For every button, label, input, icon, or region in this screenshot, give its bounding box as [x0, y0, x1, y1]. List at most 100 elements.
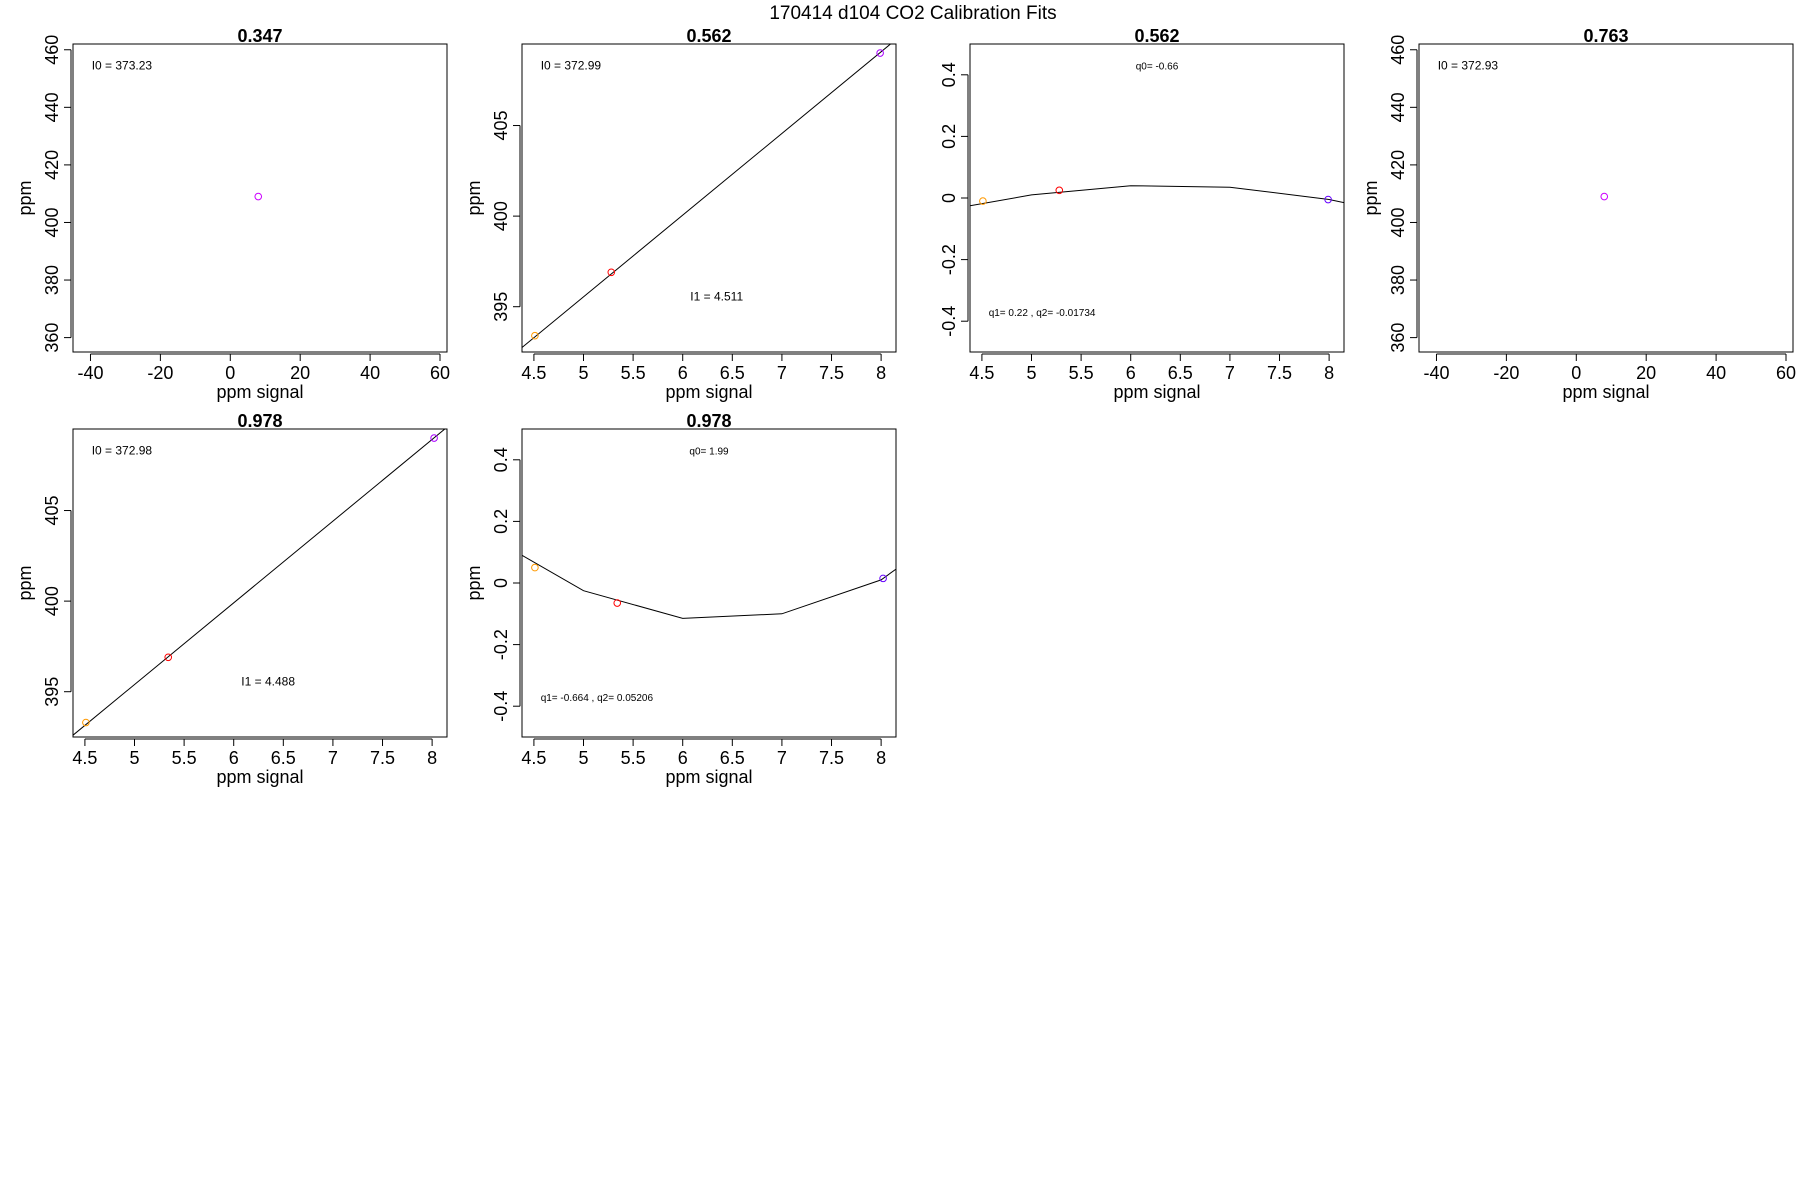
panel-title: 0.562 [686, 26, 731, 46]
data-point [979, 197, 987, 205]
x-tick-label: 5.5 [621, 363, 646, 383]
plot-frame [969, 43, 1345, 353]
y-axis-title: ppm [1361, 180, 1381, 215]
x-tick-label: 6.5 [271, 748, 296, 768]
x-tick-label: -40 [1423, 363, 1449, 383]
plot-frame [521, 43, 897, 353]
x-tick-label: 6.5 [1168, 363, 1193, 383]
y-tick-label: 0.2 [939, 124, 959, 149]
y-tick-label: -0.4 [939, 306, 959, 337]
fit-annotation: I0 = 373.23 [92, 59, 153, 73]
y-tick-label: -0.4 [491, 691, 511, 722]
fit-annotation: I1 = 4.511 [690, 290, 743, 304]
y-tick-label: 440 [42, 92, 62, 122]
x-tick-label: 8 [427, 748, 437, 768]
x-tick-label: 5 [1026, 363, 1036, 383]
y-tick-label: 360 [42, 323, 62, 353]
y-axis-title: ppm [15, 565, 35, 600]
fit-annotation: q0= -0.66 [1136, 62, 1179, 73]
chart-panel-4: 0.763 -40 -20 0 20 40 60 ppm signal 360 380 400 420… [1361, 26, 1796, 402]
y-tick-label: 460 [42, 35, 62, 65]
y-tick-label: 400 [491, 201, 511, 231]
x-tick-label: 6.5 [720, 363, 745, 383]
y-tick-label: 0 [939, 193, 959, 203]
chart-panel-3: 0.562 4.5 5 5.5 6 6.5 7 7.5 8 ppm signal -0.4 -0.2 0… [939, 26, 1345, 402]
data-point [876, 49, 884, 57]
y-tick-label: 0.4 [491, 447, 511, 472]
x-tick-label: 7.5 [370, 748, 395, 768]
x-axis-title: ppm signal [216, 382, 303, 402]
figure-title: 170414 d104 CO2 Calibration Fits [769, 3, 1056, 24]
y-tick-label: 420 [42, 150, 62, 180]
panel-title: 0.978 [686, 411, 731, 431]
x-tick-label: 8 [876, 748, 886, 768]
x-tick-label: 5.5 [172, 748, 197, 768]
chart-panel-1: 0.347 -40 -20 0 20 40 60 ppm signal 360 380 400 420… [15, 26, 450, 402]
x-tick-label: 8 [1324, 363, 1334, 383]
x-tick-label: 6.5 [720, 748, 745, 768]
y-tick-label: 380 [42, 265, 62, 295]
y-tick-label: 0.4 [939, 62, 959, 87]
y-tick-label: 460 [1388, 35, 1408, 65]
y-tick-label: 405 [491, 111, 511, 141]
x-tick-label: -40 [77, 363, 103, 383]
x-tick-label: 7.5 [819, 748, 844, 768]
x-tick-label: 4.5 [72, 748, 97, 768]
panel-title: 0.763 [1583, 26, 1628, 46]
fit-line [73, 429, 446, 736]
x-tick-label: -20 [147, 363, 173, 383]
x-tick-label: 7.5 [819, 363, 844, 383]
x-tick-label: 60 [1776, 363, 1796, 383]
x-tick-label: 6 [1126, 363, 1136, 383]
y-tick-label: 420 [1388, 150, 1408, 180]
plot-frame [1418, 43, 1794, 353]
x-tick-label: 4.5 [521, 748, 546, 768]
x-tick-label: 6 [678, 363, 688, 383]
x-tick-label: 60 [430, 363, 450, 383]
x-tick-label: 7 [1225, 363, 1235, 383]
chart-panel-5: 0.978 4.5 5 5.5 6 6.5 7 7.5 8 ppm signal 395 400 405… [15, 411, 448, 787]
data-point [164, 653, 173, 662]
fit-annotation: I0 = 372.98 [92, 444, 153, 458]
y-tick-label: 440 [1388, 92, 1408, 122]
x-tick-label: 5.5 [621, 748, 646, 768]
panel-title: 0.978 [237, 411, 282, 431]
panel-title: 0.562 [1134, 26, 1179, 46]
x-axis-title: ppm signal [1113, 382, 1200, 402]
x-tick-label: 40 [1706, 363, 1726, 383]
x-tick-label: 4.5 [521, 363, 546, 383]
data-point [531, 563, 539, 572]
y-tick-label: 400 [42, 207, 62, 237]
y-tick-label: 395 [42, 677, 62, 707]
x-tick-label: 5 [129, 748, 139, 768]
data-point [613, 599, 622, 607]
y-tick-label: 360 [1388, 323, 1408, 353]
x-tick-label: 0 [1571, 363, 1581, 383]
fit-line [522, 44, 892, 348]
plot-frame [521, 428, 897, 738]
x-tick-label: 7 [777, 748, 787, 768]
y-axis-title: ppm [464, 180, 484, 215]
fit-line [522, 554, 896, 619]
fit-annotation: I1 = 4.488 [241, 675, 295, 689]
x-tick-label: 8 [876, 363, 886, 383]
x-axis-title: ppm signal [1562, 382, 1649, 402]
fit-annotation: q1= 0.22 , q2= -0.01734 [989, 308, 1096, 319]
fit-annotation: q1= -0.664 , q2= 0.05206 [541, 693, 654, 704]
x-tick-label: 0 [225, 363, 235, 383]
x-tick-label: 5 [578, 363, 588, 383]
plot-frame [72, 43, 448, 353]
fit-annotation: I0 = 372.99 [541, 59, 602, 73]
data-point [1600, 192, 1609, 201]
panel-title: 0.347 [237, 26, 282, 46]
x-axis-title: ppm signal [665, 767, 752, 787]
y-axis-title: ppm [464, 565, 484, 600]
x-tick-label: 6 [229, 748, 239, 768]
y-tick-label: 0 [491, 578, 511, 588]
y-tick-label: -0.2 [939, 244, 959, 275]
y-tick-label: 0.2 [491, 509, 511, 534]
x-tick-label: 20 [290, 363, 310, 383]
x-axis-title: ppm signal [665, 382, 752, 402]
data-point [607, 268, 616, 277]
